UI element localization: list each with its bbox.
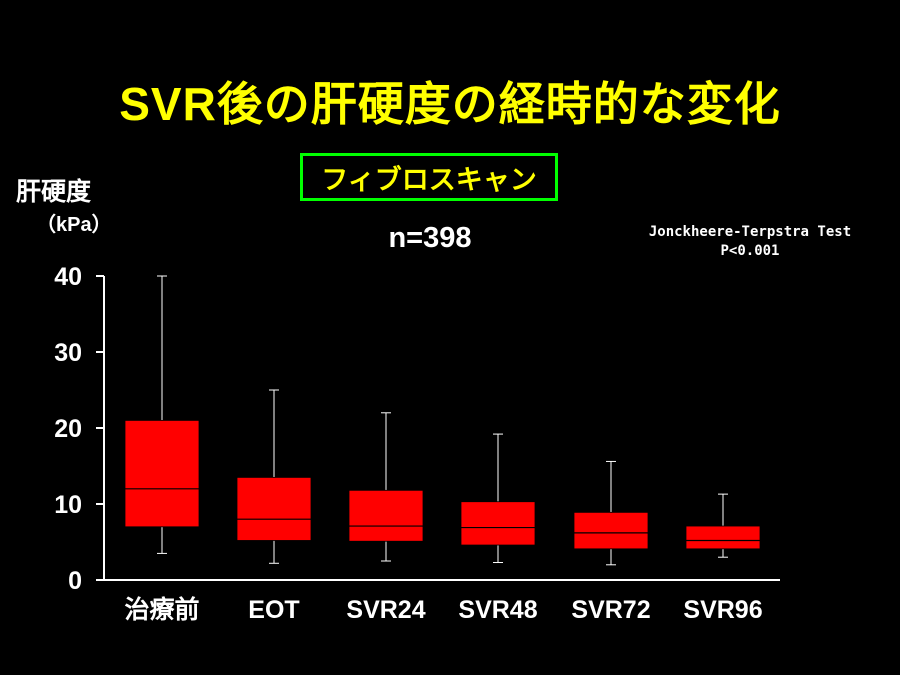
y-tick-label: 30: [54, 339, 82, 367]
method-label: フィブロスキャン: [321, 164, 537, 195]
box-iqr: [685, 525, 761, 550]
slide-title: SVR後の肝硬度の経時的な変化: [119, 78, 781, 130]
x-tick-label: SVR48: [458, 596, 537, 624]
box-iqr: [236, 476, 312, 541]
y-tick-label: 10: [54, 491, 82, 519]
y-axis-unit: （kPa）: [36, 214, 112, 236]
box-iqr: [573, 511, 649, 550]
p-value-label: P<0.001: [720, 243, 780, 259]
box-iqr: [348, 489, 424, 542]
method-label-box: フィブロスキャン: [300, 153, 558, 201]
y-tick-label: 40: [54, 263, 82, 291]
x-tick-label: SVR72: [571, 596, 650, 624]
y-axis-label: 肝硬度: [16, 178, 92, 206]
box-iqr: [460, 501, 536, 546]
x-tick-label: 治療前: [124, 595, 199, 624]
y-tick-label: 20: [54, 415, 82, 443]
x-tick-label: SVR96: [683, 596, 762, 624]
x-tick-label: SVR24: [346, 596, 425, 624]
box-iqr: [124, 419, 200, 528]
x-tick-label: EOT: [248, 596, 299, 624]
sample-size-label: n=398: [388, 222, 472, 254]
statistical-test-name: Jonckheere-Terpstra Test: [648, 224, 852, 240]
y-tick-label: 0: [68, 567, 82, 595]
